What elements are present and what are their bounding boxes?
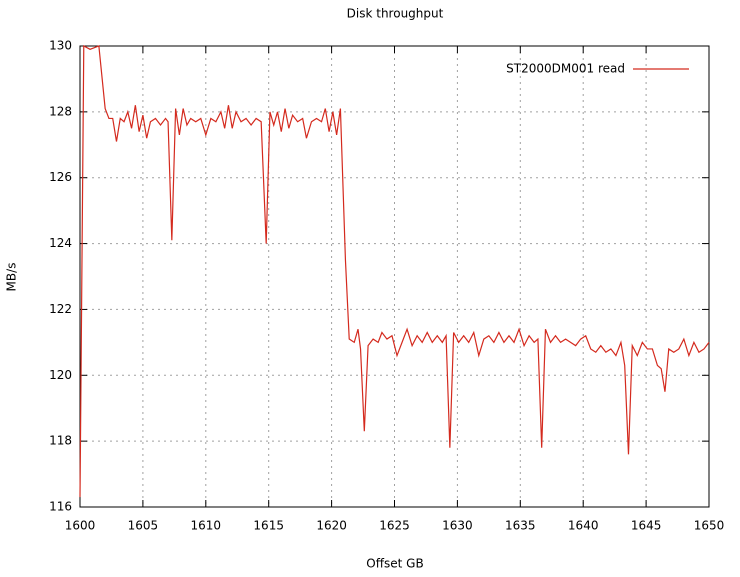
y-tick-label: 128 xyxy=(49,104,72,118)
x-tick-label: 1605 xyxy=(128,519,159,533)
x-tick-label: 1615 xyxy=(253,519,284,533)
plot-frame xyxy=(79,45,710,508)
y-tick-label: 130 xyxy=(49,39,72,53)
y-tick-label: 116 xyxy=(49,500,72,514)
y-tick-label: 118 xyxy=(49,434,72,448)
x-tick-label: 1620 xyxy=(316,519,347,533)
x-tick-label: 1600 xyxy=(65,519,96,533)
legend-label: ST2000DM001 read xyxy=(506,62,625,76)
y-tick-label: 120 xyxy=(49,368,72,382)
x-axis-label: Offset GB xyxy=(366,557,423,571)
x-tick-label: 1650 xyxy=(694,519,725,533)
y-tick-label: 126 xyxy=(49,170,72,184)
chart-title: Disk throughput xyxy=(347,7,444,21)
x-tick-label: 1635 xyxy=(505,519,536,533)
y-axis-label: MB/s xyxy=(5,263,19,292)
y-tick-label: 122 xyxy=(49,302,72,316)
x-tick-label: 1625 xyxy=(379,519,410,533)
x-tick-label: 1645 xyxy=(631,519,662,533)
y-tick-label: 124 xyxy=(49,236,72,250)
data-line xyxy=(79,45,710,498)
x-tick-label: 1630 xyxy=(442,519,473,533)
x-tick-label: 1610 xyxy=(191,519,222,533)
x-tick-label: 1640 xyxy=(568,519,599,533)
